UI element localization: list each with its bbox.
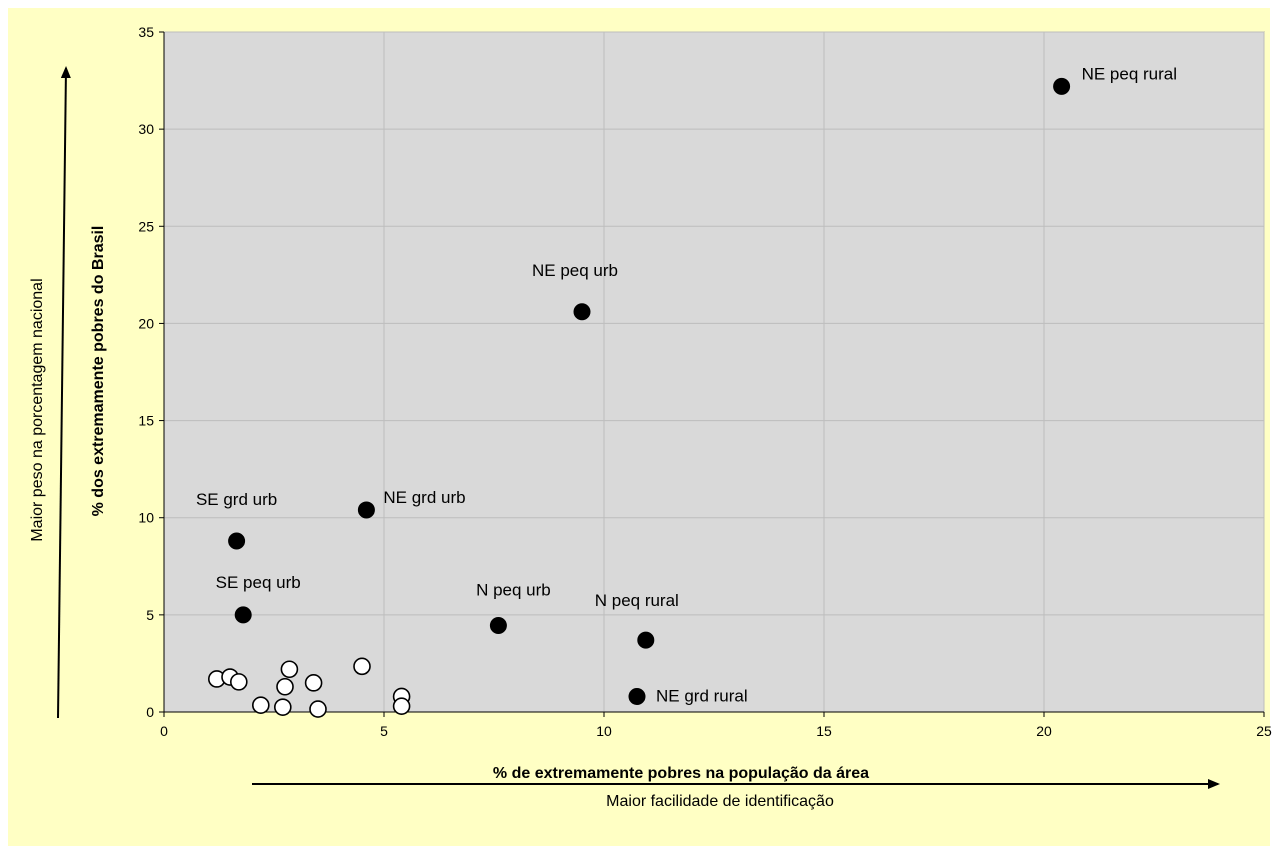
filled-point [573, 303, 591, 321]
x-axis-title: % de extremamente pobres na população da… [493, 765, 869, 782]
x-tick-label: 15 [816, 723, 832, 739]
point-label: NE peq urb [532, 261, 618, 280]
x-tick-label: 10 [596, 723, 612, 739]
x-tick-label: 0 [160, 723, 168, 739]
point-label: NE grd urb [383, 488, 465, 507]
y-tick-label: 30 [138, 121, 154, 137]
vertical-arrow-label: Maior peso na porcentagem nacional [29, 278, 46, 541]
y-tick-label: 25 [138, 218, 154, 234]
x-tick-label: 25 [1256, 723, 1272, 739]
open-point [273, 698, 292, 716]
open-point [392, 697, 411, 715]
point-label: SE grd urb [196, 490, 277, 509]
filled-point [357, 501, 375, 519]
y-axis-title: % dos extremamente pobres do Brasil [90, 226, 107, 517]
open-point [251, 696, 270, 715]
y-tick-label: 10 [138, 510, 154, 526]
open-point [309, 700, 327, 718]
point-label: N peq rural [595, 591, 679, 610]
filled-point [234, 606, 252, 624]
filled-point [228, 532, 246, 550]
axes [159, 31, 1265, 717]
point-label: NE peq rural [1082, 64, 1177, 83]
vertical-arrow [57, 66, 71, 719]
filled-point [489, 617, 507, 635]
filled-point [637, 631, 655, 649]
open-point [353, 657, 371, 676]
y-tick-label: 0 [146, 704, 154, 720]
x-tick-label: 20 [1036, 723, 1052, 739]
open-point [276, 677, 294, 696]
y-tick-label: 35 [138, 24, 154, 40]
open-point [230, 673, 248, 691]
horizontal-arrow-label: Maior facilidade de identificação [606, 793, 834, 810]
filled-point [628, 687, 646, 705]
y-tick-label: 5 [146, 607, 154, 623]
data-points [208, 77, 1071, 718]
y-tick-label: 20 [138, 315, 154, 331]
point-label: SE peq urb [216, 573, 301, 592]
point-labels: NE peq rural NE peq urb NE grd urb SE grd u… [196, 64, 1177, 705]
y-tick-label: 15 [138, 413, 154, 429]
open-point [304, 674, 323, 692]
plot-background [163, 31, 1265, 713]
tick-labels: 0 5 10 15 20 25 30 35 0 5 10 15 20 25 [138, 24, 1272, 739]
point-label: N peq urb [476, 581, 551, 600]
open-point [280, 660, 299, 679]
x-tick-label: 5 [380, 723, 388, 739]
filled-point [1053, 77, 1071, 95]
point-label: NE grd rural [656, 686, 748, 705]
